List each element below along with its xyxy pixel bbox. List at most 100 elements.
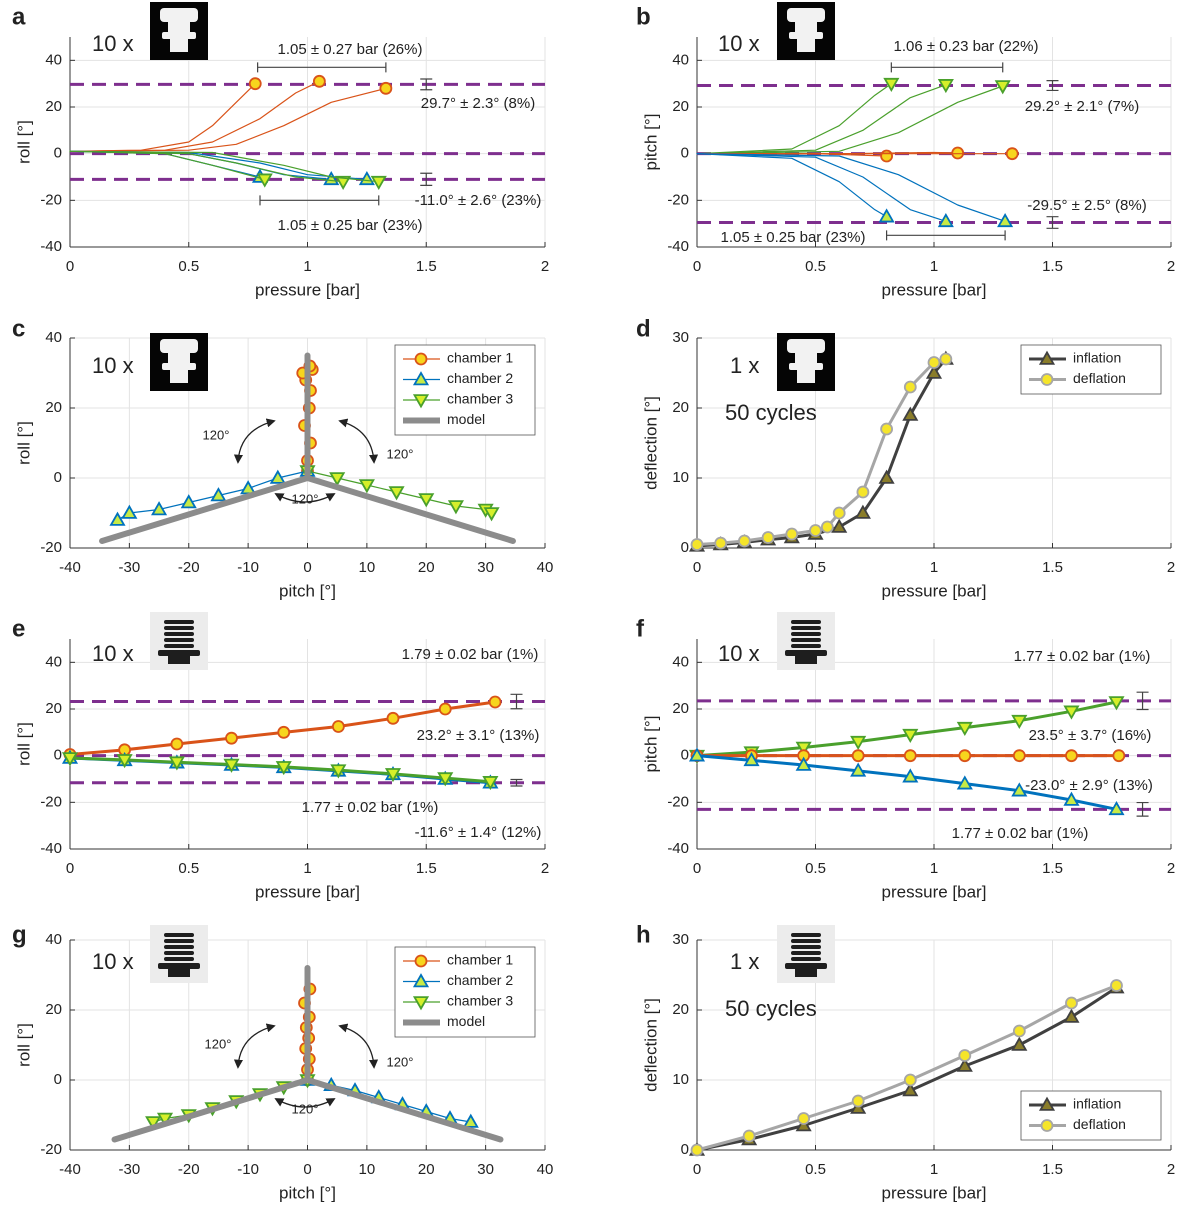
x-tick-label: 1.5 <box>1042 258 1063 275</box>
x-tick-label: 30 <box>477 1161 494 1178</box>
marker <box>958 1049 972 1062</box>
marker <box>785 527 799 541</box>
marker <box>1038 350 1056 365</box>
marker <box>951 146 965 160</box>
series-line <box>696 85 1004 155</box>
y-tick-label: 20 <box>45 1001 62 1018</box>
series-line <box>69 150 344 183</box>
marker <box>168 756 185 771</box>
marker <box>937 213 954 228</box>
x-tick-label: 0 <box>303 1161 311 1178</box>
y-tick-label: -40 <box>40 840 62 857</box>
rotation-arrow <box>274 493 336 503</box>
marker <box>358 479 375 494</box>
photo-part <box>795 656 817 664</box>
series-line <box>69 80 320 152</box>
x-axis-label: pressure [bar] <box>882 1183 987 1202</box>
x-tick-label: -20 <box>178 1161 200 1178</box>
legend-label: chamber 1 <box>447 350 513 366</box>
marker <box>370 175 387 190</box>
marker <box>937 79 954 94</box>
x-tick-label: 0.5 <box>805 258 826 275</box>
legend-label: deflation <box>1073 1116 1126 1132</box>
range-bar <box>259 195 380 206</box>
marker <box>329 472 346 487</box>
marker <box>1110 979 1123 992</box>
marker <box>240 480 257 495</box>
marker <box>851 1094 865 1108</box>
marker <box>386 711 400 725</box>
photo-part <box>168 20 190 34</box>
y-tick-label: 20 <box>45 98 62 115</box>
y-tick-label: 10 <box>672 1071 689 1088</box>
x-axis-label: pitch [°] <box>279 581 336 600</box>
photo-part <box>162 363 196 370</box>
marker <box>743 752 760 767</box>
marker <box>1038 1096 1056 1111</box>
annotation: 23.2° ± 3.1° (13%) <box>417 727 540 744</box>
marker <box>116 754 133 769</box>
y-axis-label: roll [°] <box>14 1023 33 1067</box>
photo-part <box>168 351 190 365</box>
photo-part <box>164 644 194 648</box>
repeat-count: 10 x <box>92 31 134 56</box>
repeat-count: 10 x <box>718 641 760 666</box>
series-line <box>69 150 266 180</box>
marker <box>939 352 953 366</box>
photo-part <box>160 8 198 22</box>
rotation-arrow <box>274 1098 336 1108</box>
marker <box>61 752 79 767</box>
x-tick-label: 2 <box>1167 258 1175 275</box>
x-tick-label: 2 <box>541 258 549 275</box>
x-tick-label: 1.5 <box>416 860 437 877</box>
marker <box>384 768 402 783</box>
photo-part <box>158 963 200 969</box>
marker <box>714 536 728 550</box>
marker <box>688 747 706 762</box>
x-tick-label: 1 <box>930 559 938 576</box>
range-bar <box>890 62 1004 73</box>
marker <box>902 406 919 421</box>
x-tick-label: 0 <box>66 860 74 877</box>
series-line <box>696 153 947 222</box>
y-tick-label: 20 <box>672 98 689 115</box>
marker <box>180 494 197 509</box>
annotation: 120° <box>292 491 319 506</box>
repeat-count: 1 x <box>730 949 759 974</box>
x-tick-label: -30 <box>119 559 141 576</box>
marker <box>795 741 812 756</box>
photo-part <box>785 963 827 969</box>
y-axis-label: pitch [°] <box>641 716 660 773</box>
y-tick-label: -20 <box>40 191 62 208</box>
x-tick-label: 0.5 <box>178 860 199 877</box>
marker <box>312 74 326 88</box>
marker <box>851 749 865 763</box>
marker <box>277 725 291 739</box>
photo-part <box>164 939 194 943</box>
photo-part <box>162 32 196 39</box>
marker <box>883 77 900 92</box>
marker <box>447 500 464 515</box>
panel-label: c <box>12 315 25 342</box>
legend-label: chamber 2 <box>447 370 513 386</box>
x-tick-label: 0.5 <box>805 559 826 576</box>
photo-part <box>168 969 190 977</box>
y-tick-label: 0 <box>681 1141 689 1158</box>
marker <box>850 735 867 750</box>
photo-part <box>164 951 194 955</box>
x-tick-label: 1 <box>930 860 938 877</box>
x-tick-label: 2 <box>1167 559 1175 576</box>
series-line <box>696 84 947 155</box>
marker <box>223 758 240 773</box>
legend-label: chamber 1 <box>447 952 513 968</box>
rotation-arrow <box>233 418 276 464</box>
x-axis-label: pressure [bar] <box>882 882 987 901</box>
marker <box>1112 749 1126 763</box>
annotation: -11.6° ± 1.4° (12%) <box>415 824 542 841</box>
x-tick-label: 1 <box>303 860 311 877</box>
annotation: 120° <box>205 1036 232 1051</box>
annotation: 120° <box>203 427 230 442</box>
photo-part <box>787 8 825 22</box>
marker <box>121 504 138 519</box>
